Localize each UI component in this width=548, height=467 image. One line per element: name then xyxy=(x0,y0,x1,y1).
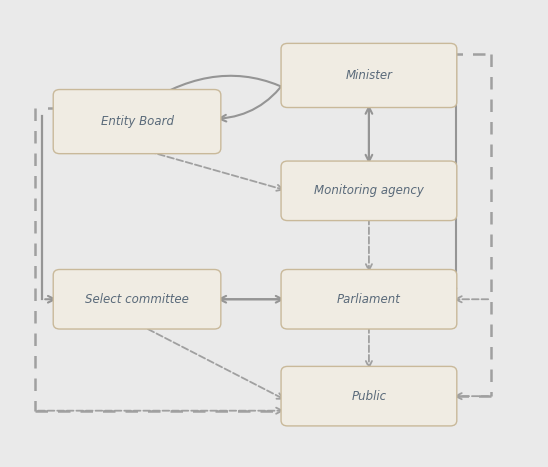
FancyBboxPatch shape xyxy=(281,43,457,107)
FancyBboxPatch shape xyxy=(53,90,221,154)
Text: Select committee: Select committee xyxy=(85,293,189,306)
Text: Monitoring agency: Monitoring agency xyxy=(314,184,424,198)
FancyBboxPatch shape xyxy=(281,161,457,220)
FancyBboxPatch shape xyxy=(281,367,457,426)
FancyBboxPatch shape xyxy=(53,269,221,329)
Text: Minister: Minister xyxy=(345,69,392,82)
Text: Entity Board: Entity Board xyxy=(100,115,174,128)
FancyBboxPatch shape xyxy=(281,269,457,329)
Text: Parliament: Parliament xyxy=(337,293,401,306)
Text: Public: Public xyxy=(351,389,386,403)
